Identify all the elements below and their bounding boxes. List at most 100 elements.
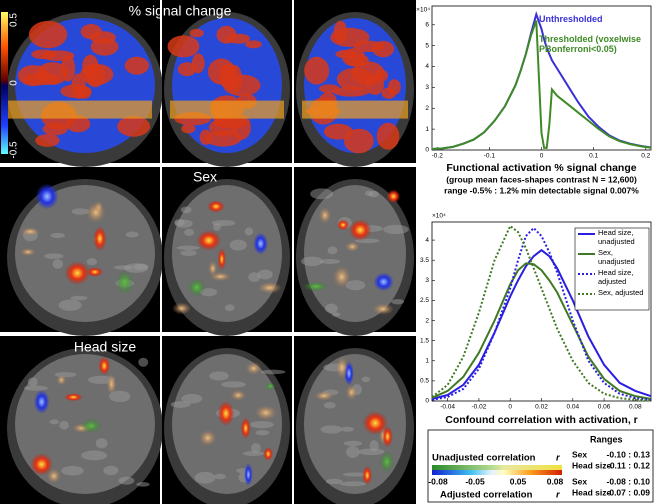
correlation-blob xyxy=(265,382,276,391)
cortex-fold xyxy=(103,465,119,476)
colorbar-tick-label: 0 xyxy=(9,80,20,86)
y-tick-label: 6 xyxy=(425,22,429,29)
cortex-fold xyxy=(138,357,149,367)
chart-subtitle: (group mean faces-shapes contrast N = 12… xyxy=(446,174,637,184)
cortex-fold xyxy=(133,263,149,271)
x-tick-label: 0.06 xyxy=(598,404,611,411)
series-line xyxy=(431,20,652,150)
cortex-fold xyxy=(181,393,203,404)
cortex-fold xyxy=(95,438,108,449)
correlation-blob xyxy=(187,278,206,297)
activation-blob xyxy=(60,84,92,99)
y-tick-label: 3.5 xyxy=(420,257,429,264)
y-tick-label: 1 xyxy=(425,357,429,364)
correlation-blob xyxy=(386,189,401,204)
panel-label: Sex xyxy=(193,169,217,185)
range-value: -0.08 : 0.10 xyxy=(607,476,651,486)
cortex-fold xyxy=(71,208,90,215)
cortex-fold xyxy=(345,280,366,291)
cortex-fold xyxy=(170,401,191,408)
correlation-blob xyxy=(98,356,111,376)
x-tick-label: -0.1 xyxy=(484,153,496,160)
colorbar-tick-label: -0.08 xyxy=(428,476,448,486)
activation-blob xyxy=(376,122,400,150)
correlation-blob xyxy=(85,202,107,223)
correlation-blob xyxy=(230,389,247,401)
activation-blob xyxy=(177,62,197,77)
colorbar-tick-label: 0.05 xyxy=(510,476,527,486)
cortex-fold xyxy=(44,253,64,260)
cortex-fold xyxy=(320,425,343,434)
cortex-fold xyxy=(301,256,324,267)
legend-entry: Sex, unadjusted xyxy=(598,248,635,266)
cortex-fold xyxy=(184,228,195,237)
cortex-fold xyxy=(214,473,226,480)
correlation-blob xyxy=(348,219,372,241)
correlation-blob xyxy=(382,425,393,448)
unadjusted-colorbar xyxy=(432,465,562,470)
x-axis-label: Confound correlation with activation, r xyxy=(445,414,638,426)
correlation-blob xyxy=(373,272,394,292)
activation-blob xyxy=(124,56,150,75)
activation-blob xyxy=(223,74,261,97)
cortex-fold xyxy=(61,465,84,476)
correlation-blob xyxy=(318,206,332,224)
activation-blob xyxy=(323,123,353,140)
colorbar-tick-label: 0.08 xyxy=(547,476,564,486)
cortex-fold xyxy=(242,450,265,457)
correlation-blob xyxy=(64,261,90,285)
cortex-fold xyxy=(136,482,150,487)
cortex-fold xyxy=(255,430,270,436)
cortex-fold xyxy=(194,471,216,484)
y-tick-label: 0 xyxy=(425,147,429,154)
x-tick-label: -0.02 xyxy=(472,404,487,411)
legend-entry: Head size, adjusted xyxy=(598,268,634,286)
y-tick-label: 4 xyxy=(425,237,429,244)
correlation-blob xyxy=(19,247,37,257)
cortex-fold xyxy=(244,227,254,236)
x-tick-label: 0.02 xyxy=(535,404,548,411)
adjusted-colorbar xyxy=(432,470,562,475)
x-tick-label: 0.2 xyxy=(641,153,650,160)
y-multiplier: ×10⁴ xyxy=(416,7,430,14)
range-name: Head size xyxy=(572,460,611,470)
chart-title: Functional activation % signal change xyxy=(446,162,636,174)
correlation-blob xyxy=(80,418,103,433)
y-tick-label: 2 xyxy=(425,317,429,324)
activation-band xyxy=(170,100,284,119)
cortex-fold xyxy=(70,295,88,301)
correlation-blob xyxy=(372,303,394,315)
ranges-title: Ranges xyxy=(590,434,623,444)
correlation-blob xyxy=(254,404,278,421)
correlation-blob xyxy=(263,447,274,461)
correlation-blob xyxy=(20,227,40,237)
legend-entry: Head size, unadjusted xyxy=(598,228,635,246)
cortex-fold xyxy=(343,440,363,447)
series-line xyxy=(431,226,652,401)
range-name: Sex xyxy=(572,476,587,486)
series-line xyxy=(431,248,652,400)
correlation-blob xyxy=(196,230,221,251)
colorbar-tick-label: -0.5 xyxy=(9,141,20,159)
correlation-blob xyxy=(313,390,335,401)
correlation-blob xyxy=(245,361,262,376)
y-tick-label: 2 xyxy=(425,105,429,112)
cortex-fold xyxy=(174,219,193,228)
activation-blob xyxy=(90,37,119,56)
activation-blob xyxy=(117,115,151,137)
cortex-fold xyxy=(325,478,343,485)
range-value: -0.11 : 0.12 xyxy=(607,460,650,470)
activation-blob xyxy=(336,67,374,91)
y-multiplier: ×10⁴ xyxy=(432,213,446,220)
cortex-fold xyxy=(249,420,274,429)
activation-blob xyxy=(245,40,262,49)
cortex-fold xyxy=(50,232,65,239)
correlation-blob xyxy=(30,453,53,476)
correlation-blob xyxy=(335,355,349,380)
activation-blob xyxy=(304,56,330,85)
correlation-blob xyxy=(171,302,192,315)
cortex-fold xyxy=(391,298,404,305)
range-name: Sex xyxy=(572,449,587,459)
